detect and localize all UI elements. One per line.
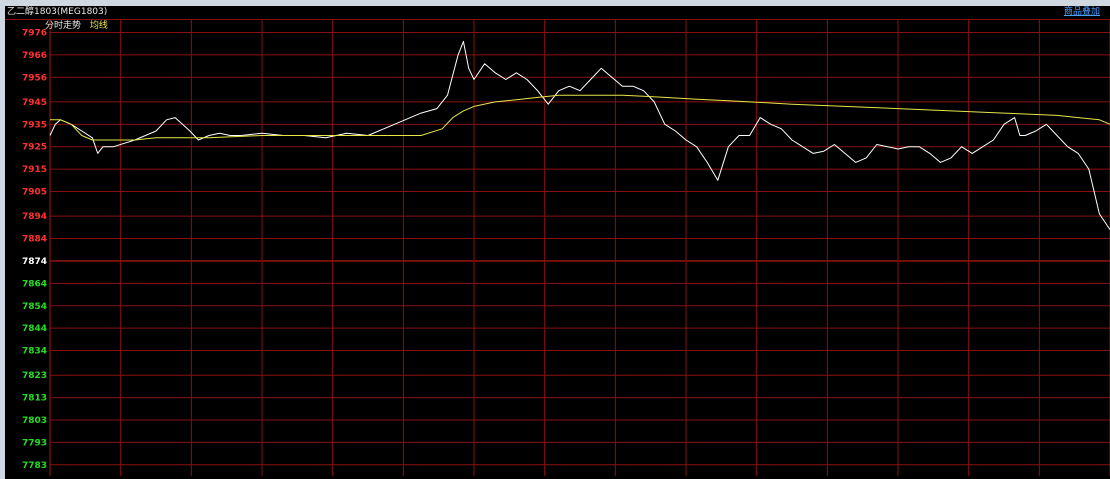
intraday-chart[interactable]: 7976 7966 7956 7945 7935 7925 7915 7905 7894 7884…	[5, 6, 1110, 479]
legend-avg-label: 均线	[89, 21, 108, 31]
y-tick-label: 7803	[22, 416, 47, 426]
chart-legend: 分时走势 均线	[45, 21, 108, 32]
y-tick-label: 7813	[22, 394, 47, 404]
overlay-commodity-button[interactable]: 商品叠加	[1063, 7, 1100, 17]
y-tick-label: 7915	[22, 165, 47, 175]
y-tick-label: 7854	[22, 302, 47, 312]
y-axis-ticks: 7976 7966 7956 7945 7935 7925 7915 7905 7894 7884…	[22, 28, 47, 470]
y-tick-label: 7834	[22, 347, 47, 357]
y-tick-label: 7945	[22, 98, 47, 108]
average-series-line	[50, 94, 1110, 141]
price-series-line	[49, 40, 1110, 230]
series-lines	[49, 40, 1110, 230]
y-tick-label: 7864	[22, 279, 47, 289]
y-tick-label: 7783	[22, 461, 47, 471]
y-tick-label: 7894	[22, 212, 47, 222]
y-tick-label: 7884	[22, 235, 47, 245]
y-tick-label: 7925	[22, 143, 47, 153]
y-tick-label: 7956	[22, 73, 47, 83]
y-tick-label: 7966	[22, 51, 47, 61]
chart-window: 7976 7966 7956 7945 7935 7925 7915 7905 7894 7884…	[5, 6, 1110, 479]
y-tick-label: 7976	[22, 28, 47, 38]
y-tick-label: 7823	[22, 371, 47, 381]
y-tick-label: 7874	[22, 257, 47, 267]
y-tick-label: 7935	[22, 120, 47, 130]
grid-lines	[49, 20, 1110, 476]
instrument-title: 乙二醇1803(MEG1803)	[7, 7, 108, 17]
legend-price-label: 分时走势	[45, 21, 82, 31]
title-bar: 乙二醇1803(MEG1803) 商品叠加	[5, 6, 1110, 20]
y-tick-label: 7905	[22, 188, 47, 198]
y-tick-label: 7844	[22, 324, 47, 334]
y-tick-label: 7793	[22, 438, 47, 448]
